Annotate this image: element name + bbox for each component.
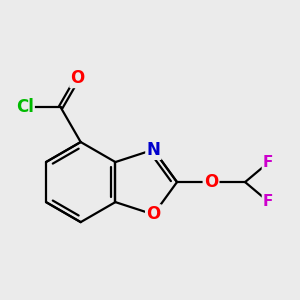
Text: O: O (70, 69, 85, 87)
Text: N: N (146, 141, 161, 159)
Text: Cl: Cl (16, 98, 34, 116)
Text: O: O (204, 173, 218, 191)
Text: O: O (146, 206, 161, 224)
Text: F: F (263, 194, 273, 209)
Text: F: F (263, 155, 273, 170)
